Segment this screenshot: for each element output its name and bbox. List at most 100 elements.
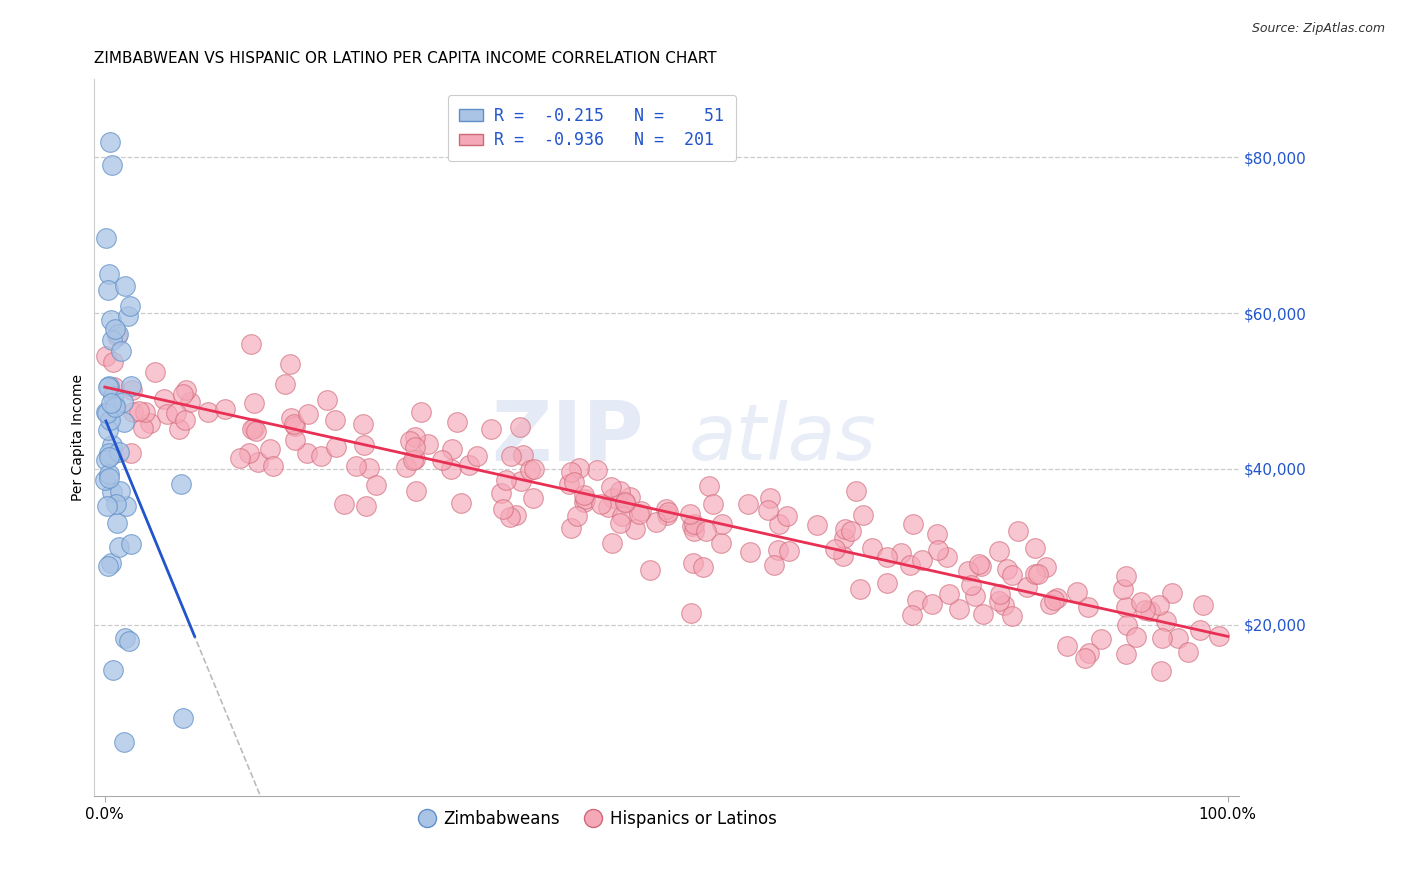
Point	[1001, 609, 1024, 624]
Point	[572, 495, 595, 509]
Point	[522, 491, 544, 505]
Point	[247, 455, 270, 469]
Point	[630, 504, 652, 518]
Point	[167, 422, 190, 436]
Point	[657, 505, 679, 519]
Point	[1125, 630, 1147, 644]
Point	[699, 479, 721, 493]
Point	[925, 527, 948, 541]
Y-axis label: Per Capita Income: Per Capita Income	[72, 375, 86, 501]
Point	[988, 594, 1011, 608]
Point	[1007, 524, 1029, 539]
Point	[179, 395, 201, 409]
Point	[100, 312, 122, 326]
Point	[278, 357, 301, 371]
Point	[120, 379, 142, 393]
Point	[100, 135, 122, 149]
Point	[505, 508, 527, 523]
Point	[499, 449, 522, 463]
Point	[121, 383, 143, 397]
Point	[239, 337, 262, 351]
Point	[640, 563, 662, 577]
Point	[681, 607, 703, 621]
Point	[112, 415, 135, 429]
Point	[860, 541, 883, 555]
Point	[657, 508, 679, 522]
Point	[98, 413, 121, 427]
Point	[114, 279, 136, 293]
Point	[96, 405, 118, 419]
Point	[170, 477, 193, 491]
Point	[98, 471, 121, 485]
Point	[405, 483, 427, 498]
Point	[440, 462, 463, 476]
Point	[97, 283, 120, 297]
Point	[458, 458, 481, 473]
Point	[229, 450, 252, 465]
Point	[96, 453, 118, 467]
Point	[1115, 569, 1137, 583]
Point	[682, 556, 704, 570]
Point	[936, 549, 959, 564]
Point	[100, 158, 122, 172]
Point	[262, 459, 284, 474]
Point	[97, 558, 120, 573]
Point	[568, 461, 591, 475]
Point	[97, 446, 120, 460]
Point	[100, 556, 122, 570]
Point	[574, 488, 596, 502]
Point	[890, 545, 912, 559]
Point	[489, 486, 512, 500]
Point	[404, 440, 426, 454]
Point	[1115, 599, 1137, 614]
Point	[197, 405, 219, 419]
Text: atlas: atlas	[689, 400, 877, 475]
Point	[110, 483, 132, 498]
Point	[96, 499, 118, 513]
Point	[927, 543, 949, 558]
Point	[214, 401, 236, 416]
Point	[627, 508, 650, 522]
Point	[681, 519, 703, 533]
Point	[702, 497, 724, 511]
Point	[1135, 603, 1157, 617]
Point	[972, 607, 994, 621]
Point	[364, 478, 387, 492]
Point	[560, 521, 582, 535]
Point	[1078, 646, 1101, 660]
Point	[1177, 645, 1199, 659]
Point	[509, 420, 531, 434]
Point	[560, 466, 582, 480]
Point	[762, 558, 785, 572]
Point	[131, 420, 153, 434]
Point	[1077, 599, 1099, 614]
Point	[1188, 624, 1211, 638]
Point	[117, 634, 139, 648]
Point	[938, 587, 960, 601]
Point	[352, 417, 374, 431]
Point	[104, 497, 127, 511]
Point	[737, 497, 759, 511]
Point	[841, 524, 863, 538]
Point	[450, 496, 472, 510]
Point	[905, 593, 928, 607]
Point	[1066, 585, 1088, 599]
Point	[602, 536, 624, 550]
Point	[259, 442, 281, 457]
Point	[683, 517, 706, 532]
Point	[101, 389, 124, 403]
Point	[679, 507, 702, 521]
Point	[409, 405, 432, 419]
Point	[120, 445, 142, 459]
Point	[624, 522, 647, 536]
Point	[1149, 598, 1171, 612]
Point	[557, 477, 579, 491]
Point	[845, 483, 868, 498]
Point	[960, 578, 983, 592]
Point	[128, 403, 150, 417]
Point	[609, 516, 631, 530]
Point	[404, 451, 426, 466]
Point	[834, 523, 856, 537]
Point	[988, 544, 1011, 558]
Point	[117, 309, 139, 323]
